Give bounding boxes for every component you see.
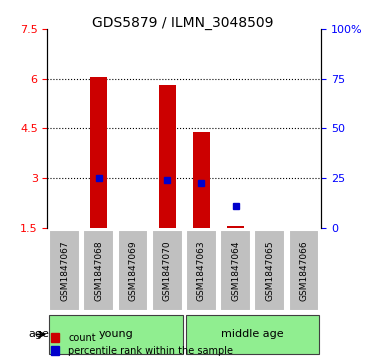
Text: GSM1847065: GSM1847065: [265, 240, 274, 301]
Legend: count, percentile rank within the sample: count, percentile rank within the sample: [49, 331, 235, 358]
FancyBboxPatch shape: [152, 230, 182, 311]
FancyBboxPatch shape: [254, 230, 285, 311]
Text: GSM1847063: GSM1847063: [197, 240, 206, 301]
Bar: [90, 77, 107, 228]
Text: age: age: [28, 330, 49, 339]
Text: GSM1847064: GSM1847064: [231, 240, 240, 301]
FancyBboxPatch shape: [49, 230, 80, 311]
FancyBboxPatch shape: [289, 230, 319, 311]
Text: GSM1847070: GSM1847070: [163, 240, 172, 301]
Text: GSM1847066: GSM1847066: [300, 240, 308, 301]
FancyBboxPatch shape: [220, 230, 251, 311]
FancyBboxPatch shape: [83, 230, 114, 311]
Bar: [193, 132, 210, 228]
FancyBboxPatch shape: [186, 230, 217, 311]
Bar: [159, 85, 176, 228]
FancyBboxPatch shape: [118, 230, 149, 311]
Bar: [227, 226, 244, 228]
Text: GSM1847069: GSM1847069: [128, 240, 138, 301]
Text: young: young: [99, 330, 133, 339]
Text: GDS5879 / ILMN_3048509: GDS5879 / ILMN_3048509: [92, 16, 273, 30]
Text: GSM1847067: GSM1847067: [60, 240, 69, 301]
FancyBboxPatch shape: [49, 315, 182, 354]
Text: middle age: middle age: [222, 330, 284, 339]
FancyBboxPatch shape: [186, 315, 319, 354]
Text: GSM1847068: GSM1847068: [94, 240, 103, 301]
